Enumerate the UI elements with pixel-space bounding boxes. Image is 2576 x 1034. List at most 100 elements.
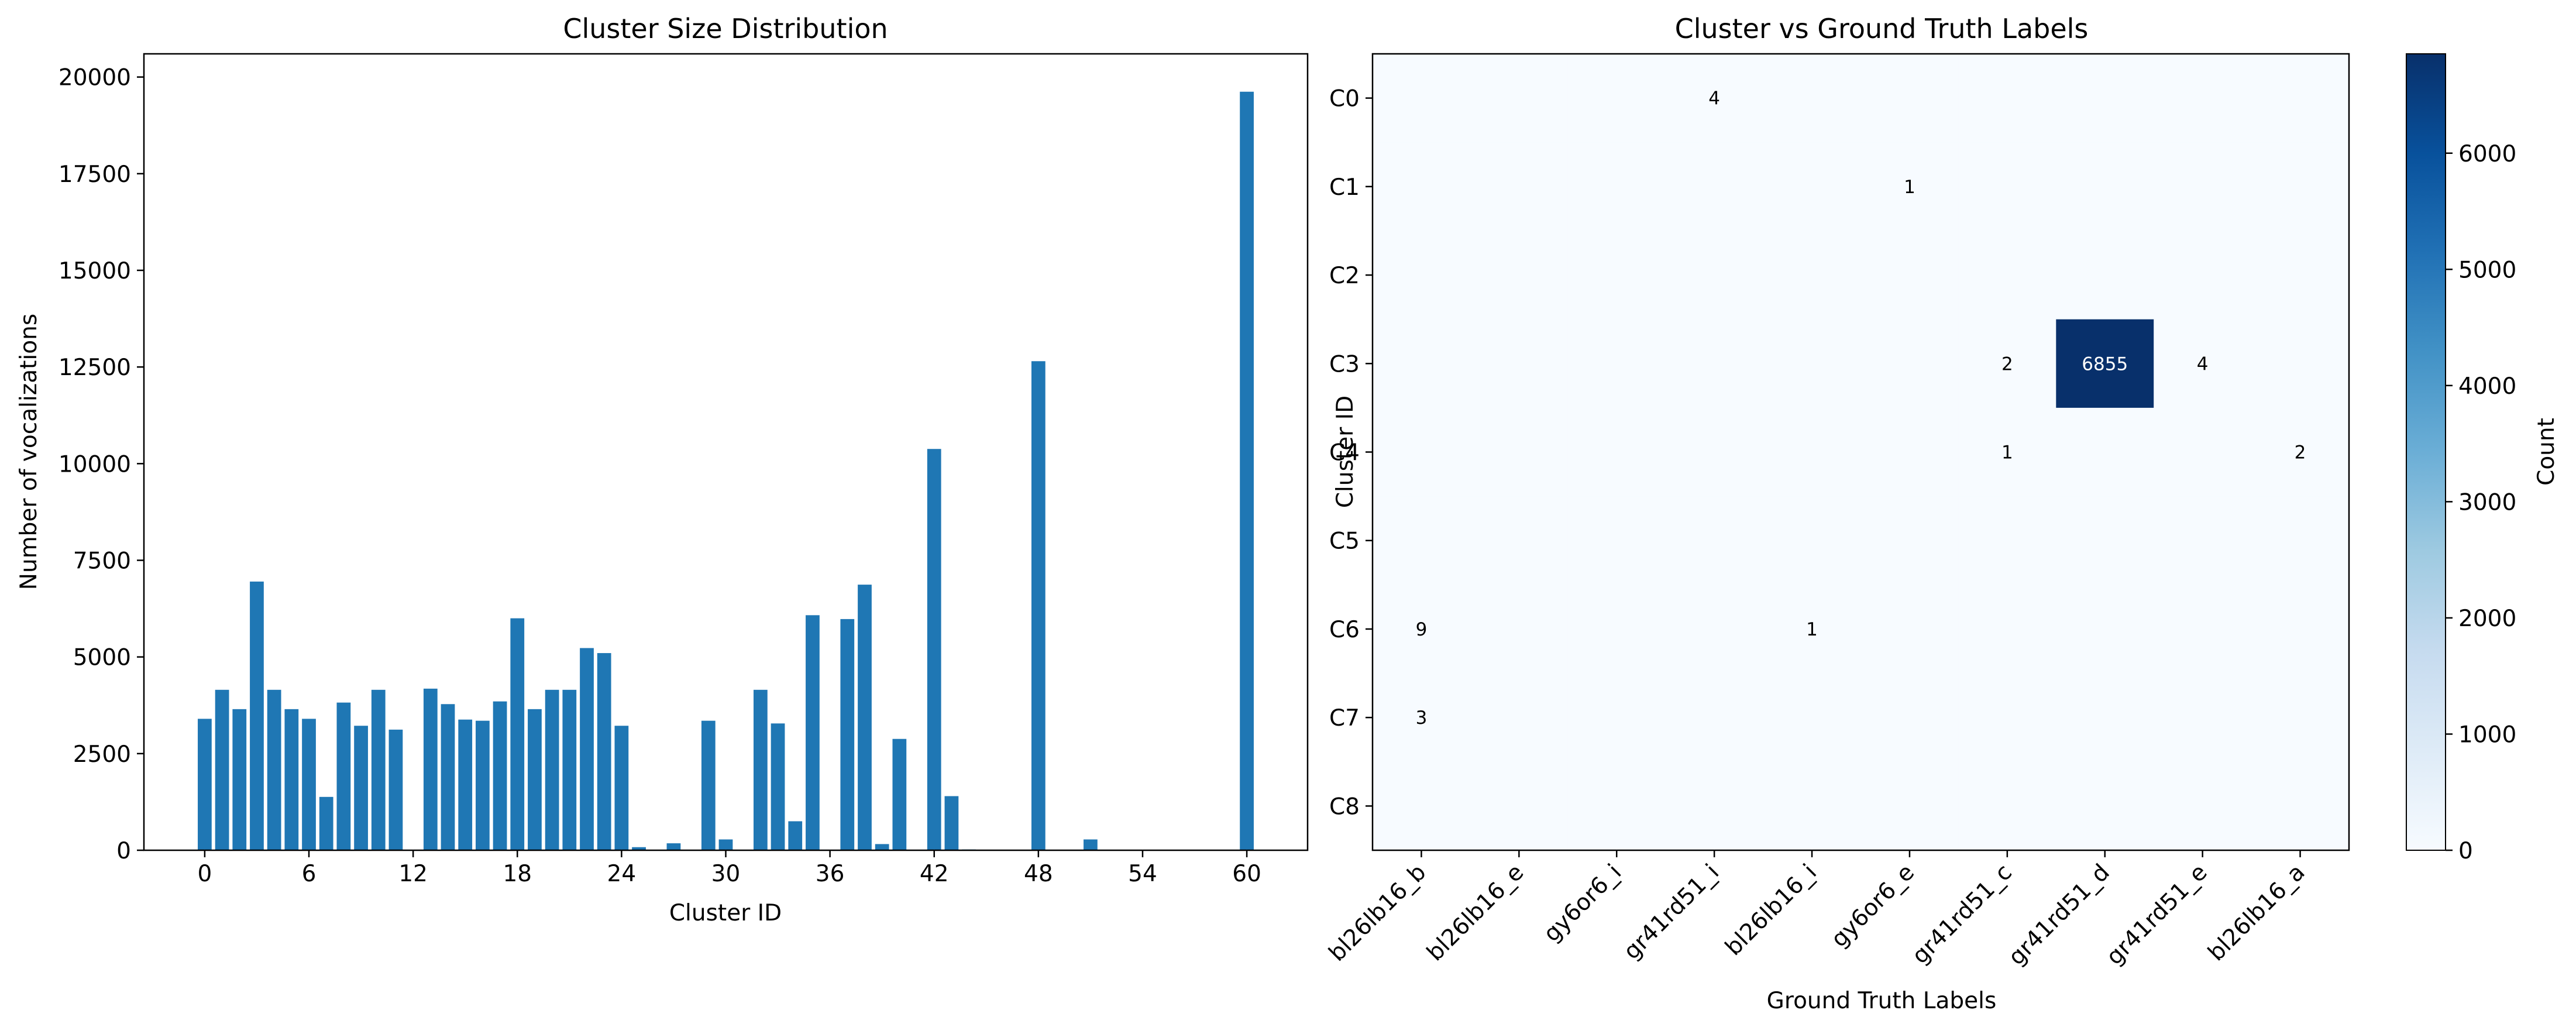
bar-48 — [1031, 361, 1045, 850]
colorbar-label: Count — [2533, 418, 2560, 486]
bar-27 — [666, 843, 681, 850]
heatmap-y-tick-label-C4: C4 — [1329, 440, 1360, 466]
heatmap-x-tick-label-gy6or6_i: gy6or6_i — [1539, 859, 1626, 947]
heatmap-cell-C7-bl26lb16_i — [1763, 673, 1861, 762]
bar-37 — [840, 619, 855, 850]
bar-x-tick-label-60: 60 — [1232, 861, 1261, 887]
heatmap-cell-C2-bl26lb16_i — [1763, 231, 1861, 320]
heatmap-cell-value-C3-gr41rd51_c: 2 — [2001, 353, 2013, 375]
heatmap-chart: Cluster vs Ground Truth Labels 4 1 2 6855 4 1… — [1324, 13, 2560, 1014]
bar-40 — [892, 738, 907, 850]
heatmap-cell-C7-gr41rd51_e — [2154, 673, 2252, 762]
heatmap-cell-C3-gr41rd51_d — [2056, 319, 2154, 408]
bar-16 — [476, 720, 490, 850]
heatmap-cell-C4-gr41rd51_e — [2154, 407, 2252, 497]
bar-3 — [250, 581, 264, 850]
heatmap-cell-C7-bl26lb16_a — [2251, 673, 2350, 762]
heatmap-cell-C8-bl26lb16_i — [1763, 761, 1861, 851]
colorbar-tick-label-1000: 1000 — [2458, 722, 2516, 748]
heatmap-cell-C6-gr41rd51_c — [1958, 585, 2056, 674]
bar-33 — [771, 723, 785, 850]
heatmap-cell-C5-bl26lb16_a — [2251, 496, 2350, 585]
heatmap-cell-C7-gr41rd51_d — [2056, 673, 2154, 762]
heatmap-cell-C0-bl26lb16_i — [1763, 54, 1861, 143]
heatmap-cell-C2-gy6or6_i — [1567, 231, 1666, 320]
colorbar-gradient — [2406, 54, 2446, 850]
heatmap-cell-C6-gy6or6_i — [1567, 585, 1666, 674]
heatmap-cell-C6-gr41rd51_d — [2056, 585, 2154, 674]
heatmap-cell-C2-bl26lb16_e — [1470, 231, 1569, 320]
heatmap-cell-value-C4-gr41rd51_c: 1 — [2001, 442, 2013, 463]
heatmap-cell-C5-gr41rd51_i — [1665, 496, 1764, 585]
heatmap-cell-C8-bl26lb16_e — [1470, 761, 1569, 851]
heatmap-y-axis-label: Cluster ID — [1332, 396, 1358, 508]
bar-y-axis-label: Number of vocalizations — [16, 314, 42, 590]
bar-y-tick-label-10000: 10000 — [59, 451, 131, 478]
heatmap-cell-value-C4-bl26lb16_a: 2 — [2295, 442, 2306, 463]
bar-y-tick-label-5000: 5000 — [73, 645, 131, 671]
heatmap-cell-C3-gr41rd51_e — [2154, 319, 2252, 408]
bar-6 — [302, 719, 316, 850]
colorbar-tick-label-0: 0 — [2458, 838, 2473, 864]
bar-7 — [319, 796, 333, 850]
bar-x-tick-label-18: 18 — [503, 861, 532, 887]
heatmap-cell-C8-bl26lb16_a — [2251, 761, 2350, 851]
bar-x-tick-label-6: 6 — [302, 861, 317, 887]
colorbar-tick-label-2000: 2000 — [2458, 606, 2516, 632]
heatmap-cell-C6-bl26lb16_b — [1373, 585, 1471, 674]
bar-17 — [493, 701, 507, 850]
heatmap-cell-C4-bl26lb16_e — [1470, 407, 1569, 497]
bar-51 — [1084, 839, 1098, 850]
bar-20 — [545, 689, 559, 850]
bar-35 — [806, 615, 820, 850]
heatmap-cell-C6-bl26lb16_e — [1470, 585, 1569, 674]
heatmap-cell-C8-gr41rd51_d — [2056, 761, 2154, 851]
bar-14 — [441, 704, 455, 850]
heatmap-cell-C2-gy6or6_e — [1860, 231, 1959, 320]
heatmap-y-tick-label-C7: C7 — [1329, 705, 1360, 731]
heatmap-cell-C0-gr41rd51_c — [1958, 54, 2056, 143]
heatmap-cell-value-C1-gy6or6_e: 1 — [1904, 177, 1915, 198]
heatmap-cell-C4-bl26lb16_i — [1763, 407, 1861, 497]
bar-9 — [354, 726, 368, 850]
colorbar-frame — [2406, 53, 2446, 851]
heatmap-x-tick-label-gr41rd51_i: gr41rd51_i — [1619, 859, 1725, 965]
bar-5 — [284, 709, 299, 850]
heatmap-y-tick-label-C3: C3 — [1329, 351, 1360, 377]
heatmap-cell-C1-gy6or6_e — [1860, 142, 1959, 231]
heatmap-cell-C6-gy6or6_e — [1860, 585, 1959, 674]
heatmap-cell-C2-gr41rd51_c — [1958, 231, 2056, 320]
heatmap-x-tick-label-bl26lb16_i: bl26lb16_i — [1720, 859, 1822, 961]
heatmap-cell-C5-gr41rd51_e — [2154, 496, 2252, 585]
heatmap-x-axis-label: Ground Truth Labels — [1767, 988, 1997, 1014]
bar-x-tick-label-48: 48 — [1024, 861, 1053, 887]
bar-25 — [632, 847, 646, 850]
heatmap-x-tick-label-bl26lb16_a: bl26lb16_a — [2203, 859, 2310, 966]
heatmap-cell-C7-gy6or6_i — [1567, 673, 1666, 762]
heatmap-cell-C8-bl26lb16_b — [1373, 761, 1471, 851]
heatmap-cell-value-C6-bl26lb16_b: 9 — [1416, 619, 1428, 640]
bar-10 — [371, 689, 386, 850]
bar-43 — [944, 796, 959, 850]
heatmap-cell-C5-gr41rd51_c — [1958, 496, 2056, 585]
heatmap-cell-C0-bl26lb16_e — [1470, 54, 1569, 143]
heatmap-cell-C4-gr41rd51_c — [1958, 407, 2056, 497]
bar-y-tick-label-17500: 17500 — [59, 162, 131, 188]
bar-y-ticks: 0 2500 5000 7500 10000 12500 15000 17500 20000 — [59, 65, 144, 864]
heatmap-cell-C0-gy6or6_e — [1860, 54, 1959, 143]
bar-8 — [336, 702, 351, 850]
heatmap-cell-C7-gr41rd51_c — [1958, 673, 2056, 762]
heatmap-cell-C5-bl26lb16_e — [1470, 496, 1569, 585]
heatmap-cell-C1-gr41rd51_c — [1958, 142, 2056, 231]
bar-y-tick-label-12500: 12500 — [59, 355, 131, 381]
heatmap-y-ticks: C0 C1 C2 C3 C4 C5 C6 C7 C8 — [1329, 86, 1373, 820]
bar-x-tick-label-54: 54 — [1128, 861, 1157, 887]
bar-y-tick-label-0: 0 — [116, 838, 131, 864]
bar-15 — [458, 719, 473, 850]
bar-x-tick-label-30: 30 — [711, 861, 741, 887]
heatmap-cell-C8-gr41rd51_i — [1665, 761, 1764, 851]
colorbar-tick-label-4000: 4000 — [2458, 373, 2516, 400]
bar-marks — [198, 91, 1254, 851]
heatmap-cell-C8-gy6or6_e — [1860, 761, 1959, 851]
